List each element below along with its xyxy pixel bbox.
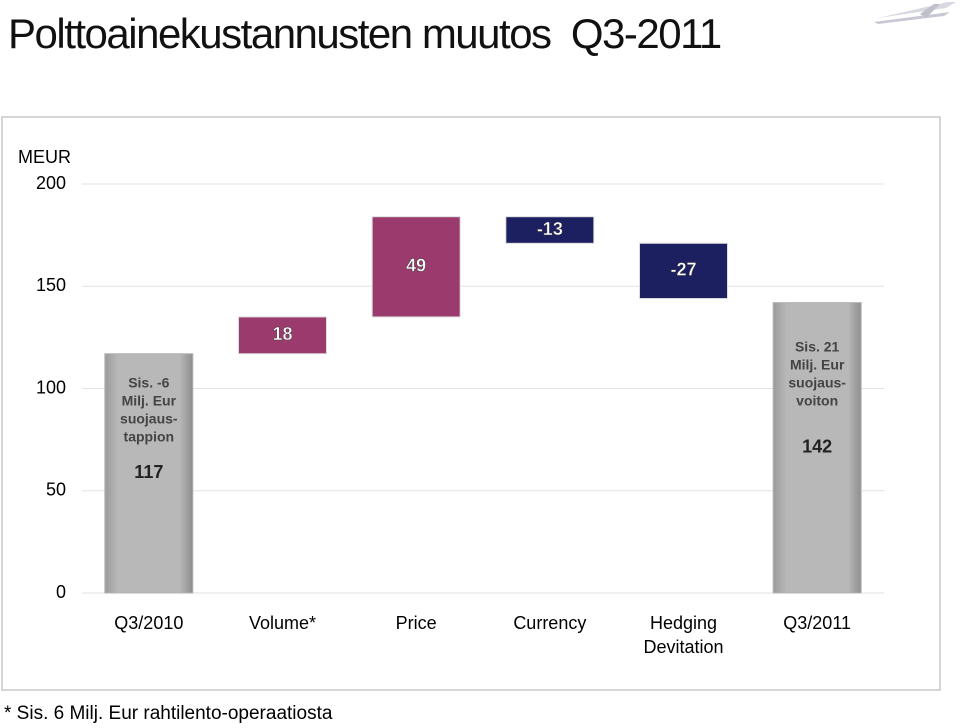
x-tick-label: Price [395,613,437,633]
bar [104,353,194,594]
data-label: -27 [670,260,696,280]
y-tick-label: 200 [36,173,66,193]
bar [639,242,728,300]
data-label: 18 [272,324,292,344]
annotation: Sis. 21 [795,338,840,354]
annotation: Milj. Eur [790,356,845,372]
y-tick-label: 50 [46,480,66,500]
logo [874,2,956,24]
bar [505,216,595,244]
data-label: -13 [537,219,563,239]
y-tick-label: 0 [56,582,66,602]
x-tick-label: Currency [513,613,587,633]
footnote: * Sis. 6 Milj. Eur rahtilento-operaatios… [4,703,333,724]
annotation: tappion [124,428,175,444]
x-tick-label: Volume* [248,613,317,633]
annotation: Sis. -6 [128,374,169,390]
y-tick-label: 150 [36,275,66,295]
annotation: Milj. Eur [122,392,177,408]
x-tick-label: Q3/2011 [783,613,852,633]
x-tick-label: Q3/2010 [114,613,184,633]
annotation: suojaus- [788,374,846,390]
y-tick-label: 100 [36,377,66,397]
y-axis-label: MEUR [18,147,71,167]
bar [371,216,461,318]
x-tick-label: Hedging Devitation [643,613,724,657]
bar [238,316,327,355]
data-label: 49 [406,256,426,276]
annotation: voiton [796,392,838,408]
slide-title: Polttoainekustannusten muutos Q3-2011 [8,10,722,57]
data-label: 142 [802,437,832,457]
data-label: 117 [134,462,163,482]
bar [772,302,862,594]
annotation: suojaus- [120,410,178,426]
